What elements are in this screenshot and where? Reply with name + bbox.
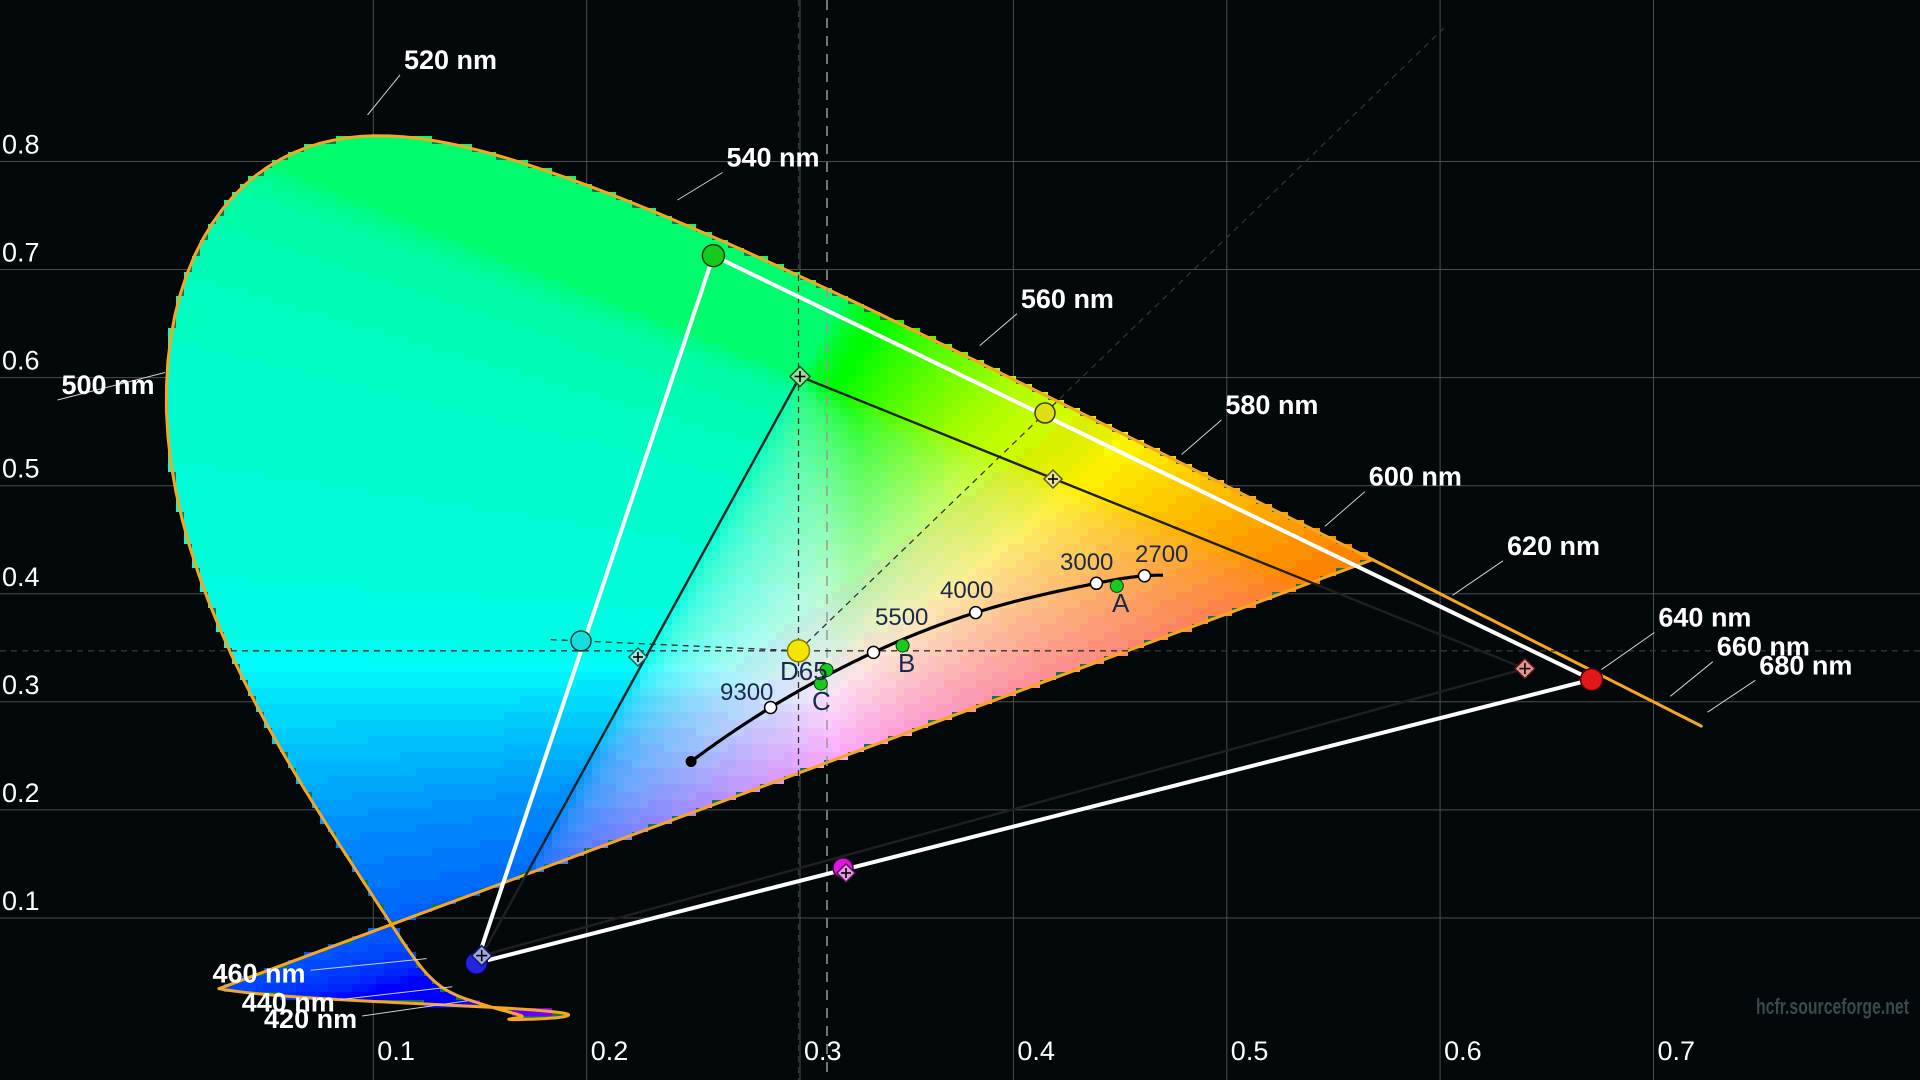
svg-text:600 nm: 600 nm xyxy=(1369,462,1462,492)
svg-text:0.1: 0.1 xyxy=(2,886,40,916)
svg-text:0.2: 0.2 xyxy=(591,1036,629,1066)
svg-text:0.2: 0.2 xyxy=(2,778,40,808)
svg-text:460 nm: 460 nm xyxy=(212,958,305,988)
svg-text:0.6: 0.6 xyxy=(2,346,40,376)
svg-text:0.7: 0.7 xyxy=(1658,1036,1696,1066)
svg-text:560 nm: 560 nm xyxy=(1021,284,1114,314)
svg-text:0.3: 0.3 xyxy=(804,1036,842,1066)
svg-text:0.5: 0.5 xyxy=(1231,1036,1269,1066)
svg-text:420 nm: 420 nm xyxy=(264,1004,357,1034)
svg-text:D65: D65 xyxy=(780,656,828,686)
svg-text:0.7: 0.7 xyxy=(2,238,40,268)
svg-text:A: A xyxy=(1112,588,1130,618)
svg-text:3000: 3000 xyxy=(1060,549,1113,576)
svg-text:580 nm: 580 nm xyxy=(1225,390,1318,420)
svg-text:0.8: 0.8 xyxy=(2,130,40,160)
svg-text:0.1: 0.1 xyxy=(377,1036,415,1066)
svg-text:4000: 4000 xyxy=(940,577,993,604)
svg-text:540 nm: 540 nm xyxy=(727,143,820,173)
svg-text:500 nm: 500 nm xyxy=(62,370,155,400)
svg-text:hcfr.sourceforge.net: hcfr.sourceforge.net xyxy=(1756,994,1909,1019)
svg-text:620 nm: 620 nm xyxy=(1507,531,1600,561)
svg-text:640 nm: 640 nm xyxy=(1658,603,1751,633)
svg-text:680 nm: 680 nm xyxy=(1759,650,1852,680)
svg-text:0.4: 0.4 xyxy=(1017,1036,1055,1066)
svg-text:9300: 9300 xyxy=(720,679,773,706)
svg-text:0.6: 0.6 xyxy=(1444,1036,1482,1066)
svg-text:B: B xyxy=(898,648,915,678)
svg-text:C: C xyxy=(812,686,831,716)
svg-text:0.4: 0.4 xyxy=(2,562,40,592)
svg-text:0.5: 0.5 xyxy=(2,454,40,484)
svg-text:520 nm: 520 nm xyxy=(404,45,497,75)
svg-text:0.3: 0.3 xyxy=(2,670,40,700)
svg-text:2700: 2700 xyxy=(1135,541,1188,568)
svg-text:5500: 5500 xyxy=(875,604,928,631)
